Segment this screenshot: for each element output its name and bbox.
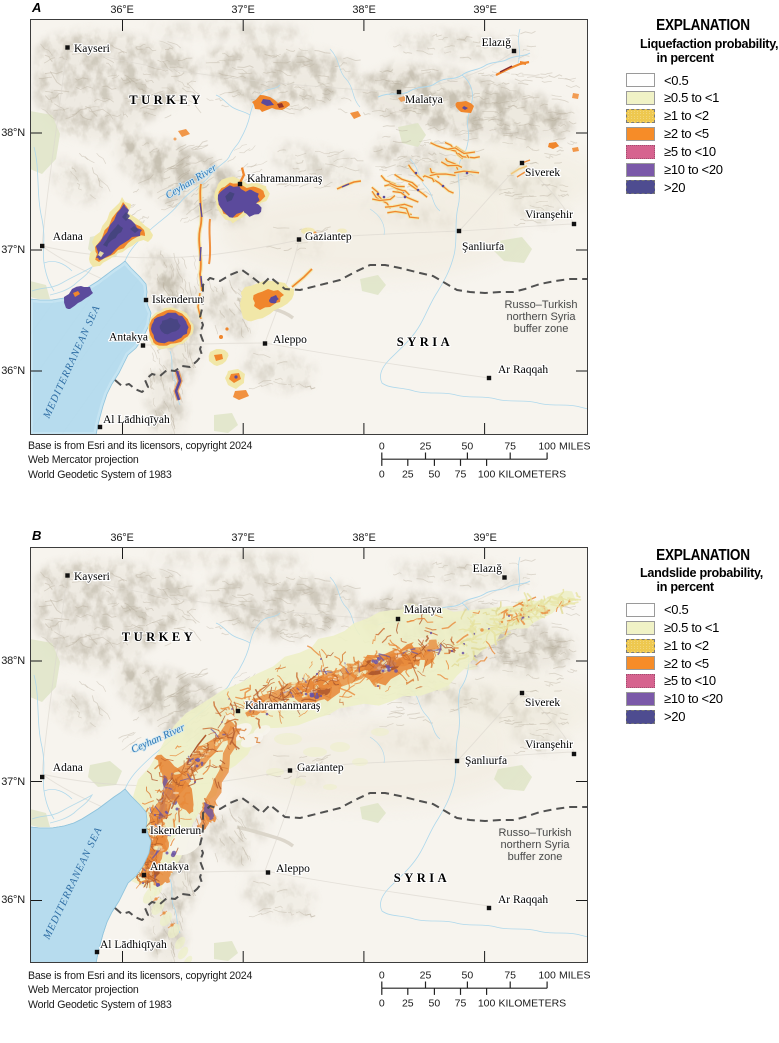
svg-text:Ar Raqqah: Ar Raqqah	[498, 364, 548, 376]
svg-text:Ar Raqqah: Ar Raqqah	[498, 894, 548, 906]
svg-text:Aleppo: Aleppo	[273, 334, 307, 346]
svg-text:Gaziantep: Gaziantep	[305, 231, 352, 243]
svg-text:Aleppo: Aleppo	[276, 863, 310, 875]
svg-text:Siverek: Siverek	[525, 167, 560, 179]
svg-text:75: 75	[455, 469, 467, 481]
svg-text:100: 100	[478, 997, 496, 1009]
svg-text:Malatya: Malatya	[404, 604, 442, 616]
svg-text:Viranşehir: Viranşehir	[525, 209, 573, 221]
svg-text:Şanliurfa: Şanliurfa	[462, 241, 504, 253]
svg-text:50: 50	[462, 970, 474, 982]
svg-text:Kahramanmaraş: Kahramanmaraş	[247, 173, 323, 185]
svg-text:Gaziantep: Gaziantep	[297, 762, 344, 774]
svg-text:Kayseri: Kayseri	[74, 571, 110, 583]
svg-text:TURKEY: TURKEY	[129, 93, 203, 107]
svg-text:50: 50	[429, 997, 441, 1009]
svg-text:Siverek: Siverek	[525, 697, 560, 709]
svg-text:Malatya: Malatya	[405, 94, 443, 106]
svg-text:0: 0	[379, 997, 385, 1009]
svg-text:Al Lādhiqīyah: Al Lādhiqīyah	[100, 939, 167, 951]
svg-text:100: 100	[478, 469, 496, 481]
svg-text:Al Lādhiqīyah: Al Lādhiqīyah	[103, 414, 170, 426]
svg-text:100: 100	[538, 970, 556, 982]
svg-text:Iskenderun: Iskenderun	[150, 825, 201, 837]
svg-text:25: 25	[420, 970, 432, 982]
svg-text:50: 50	[429, 469, 441, 481]
svg-text:MILES: MILES	[559, 441, 591, 453]
svg-text:0: 0	[379, 469, 385, 481]
svg-text:Kahramanmaraş: Kahramanmaraş	[245, 700, 321, 712]
svg-text:25: 25	[420, 441, 432, 453]
svg-text:Adana: Adana	[53, 231, 83, 243]
svg-text:Antakya: Antakya	[150, 861, 189, 873]
svg-text:SYRIA: SYRIA	[394, 871, 450, 885]
svg-text:75: 75	[504, 441, 516, 453]
svg-text:Adana: Adana	[53, 762, 83, 774]
svg-text:75: 75	[455, 997, 467, 1009]
svg-text:TURKEY: TURKEY	[122, 630, 196, 644]
svg-text:SYRIA: SYRIA	[397, 335, 453, 349]
svg-text:Antakya: Antakya	[109, 332, 148, 344]
svg-text:MILES: MILES	[559, 970, 591, 982]
svg-text:0: 0	[379, 970, 385, 982]
svg-text:Iskenderun: Iskenderun	[152, 294, 203, 306]
svg-text:50: 50	[462, 441, 474, 453]
svg-text:0: 0	[379, 441, 385, 453]
svg-text:100: 100	[538, 441, 556, 453]
svg-text:KILOMETERS: KILOMETERS	[499, 997, 567, 1009]
svg-text:Şanlıurfa: Şanlıurfa	[465, 755, 507, 767]
svg-text:Viranşehir: Viranşehir	[525, 739, 573, 751]
svg-text:Kayseri: Kayseri	[74, 43, 110, 55]
svg-text:25: 25	[402, 469, 414, 481]
svg-text:25: 25	[402, 997, 414, 1009]
svg-text:Elazığ: Elazığ	[482, 37, 512, 49]
svg-text:75: 75	[504, 970, 516, 982]
svg-text:Elazığ: Elazığ	[473, 563, 503, 575]
svg-text:KILOMETERS: KILOMETERS	[499, 469, 567, 481]
